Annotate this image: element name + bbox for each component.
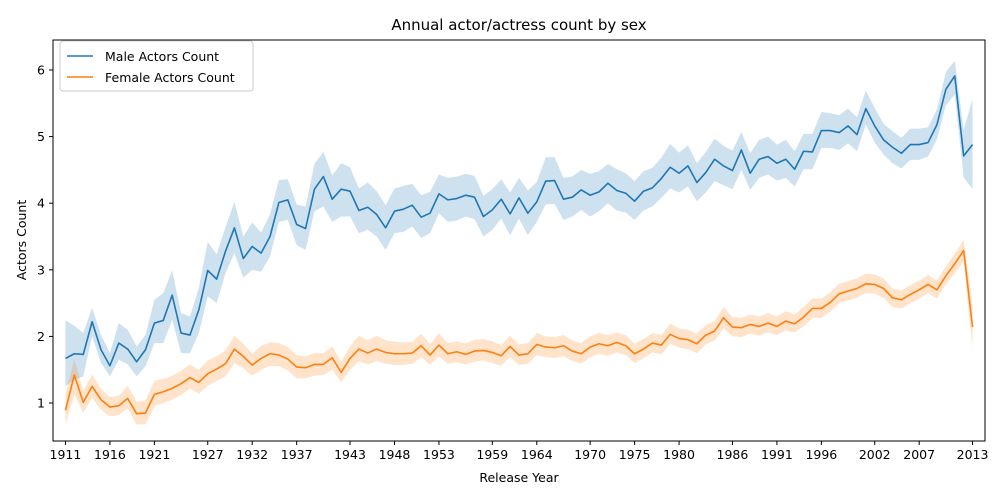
y-tick-label: 2 [37,329,45,344]
x-tick-label: 1980 [663,447,695,462]
x-tick-label: 1970 [574,447,606,462]
x-tick-label: 1964 [521,447,553,462]
x-tick-label: 1986 [717,447,749,462]
female-series-line [64,249,974,415]
x-tick-label: 1996 [805,447,837,462]
x-tick-label: 1937 [281,447,313,462]
series-lines [64,75,974,415]
x-axis-label: Release Year [479,470,559,485]
x-tick-label: 1948 [379,447,411,462]
x-tick-label: 1959 [476,447,508,462]
x-tick-label: 1975 [619,447,651,462]
x-tick-label: 1927 [192,447,224,462]
x-tick-label: 1943 [334,447,366,462]
x-tick-label: 1911 [50,447,82,462]
plot-frame [52,39,986,442]
y-tick-label: 5 [37,129,45,144]
male-series-line [65,75,974,367]
y-tick-label: 6 [37,62,45,77]
chart-title: Annual actor/actress count by sex [391,16,646,34]
x-tick-label: 2002 [859,447,891,462]
y-tick-label: 1 [37,396,45,411]
x-tick-label: 1953 [423,447,455,462]
legend: Male Actors Count Female Actors Count [59,40,254,92]
x-axis: 1911 1916 1921 1927 1932 1937 1943 1948 1953 1959… [50,441,989,462]
y-axis: 1 2 3 4 5 6 [37,62,53,411]
x-tick-label: 2007 [903,447,935,462]
x-tick-label: 1916 [94,447,126,462]
y-tick-label: 4 [37,196,45,211]
x-tick-label: 1991 [761,447,793,462]
x-tick-label: 1932 [236,447,268,462]
x-tick-label: 2013 [957,447,989,462]
y-axis-label: Actors Count [14,200,29,281]
legend-box [59,40,254,92]
legend-label-female: Female Actors Count [105,70,235,85]
x-tick-label: 1921 [138,447,170,462]
y-tick-label: 3 [37,262,45,277]
legend-label-male: Male Actors Count [105,49,219,64]
